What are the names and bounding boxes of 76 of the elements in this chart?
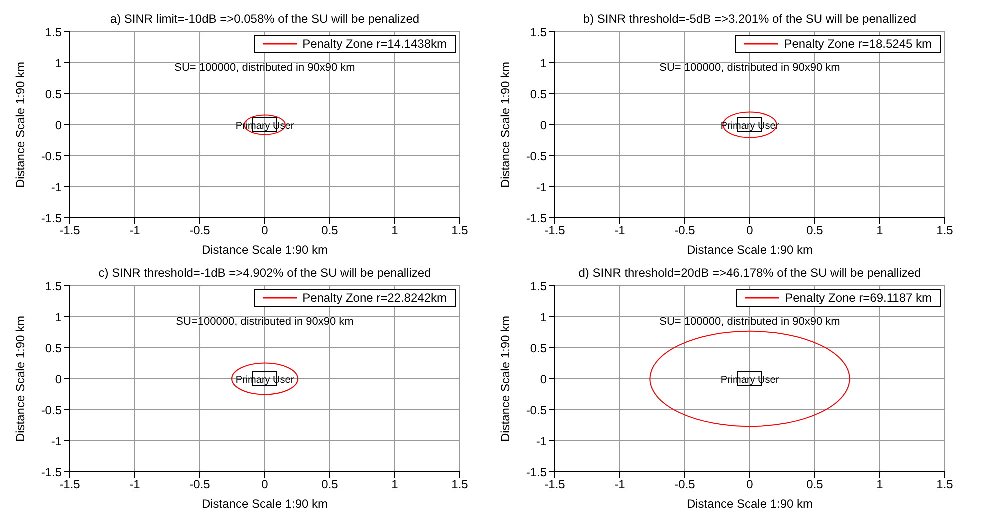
y-tick-label: 0	[55, 372, 62, 386]
annotation: Penalty Zone r=18.5245 km	[784, 37, 932, 51]
annotation: Penalty Zone r=22.8242km	[302, 291, 447, 305]
x-tick-label: 1	[876, 224, 884, 238]
y-tick-label: 0	[55, 118, 62, 132]
y-tick-label: 0.5	[530, 87, 548, 102]
y-tick-label: -1.5	[41, 465, 62, 480]
y-tick-label: 1	[540, 56, 548, 70]
chart-title: a) SINR limit=-10dB =>0.058% of the SU will be penalized	[109, 12, 421, 26]
y-tick-label: 1	[55, 56, 62, 70]
x-tick-label: 0.5	[806, 478, 824, 492]
x-tick-label: 1.5	[936, 478, 954, 492]
annotation: SU= 100000, distributed in 90x90 km	[660, 62, 840, 74]
y-tick-label: 1.5	[530, 25, 548, 40]
chart-title: c) SINR threshold=-1dB =>4.902% of the SU will be penallized	[98, 266, 432, 280]
annotation: SU= 100000, distributed in 90x90 km	[660, 316, 840, 328]
x-axis-title: Distance Scale 1:90 km	[686, 243, 814, 257]
y-tick-label: -0.5	[41, 149, 62, 164]
y-tick-label: -0.5	[526, 403, 548, 418]
y-tick-label: -1	[51, 434, 62, 448]
y-tick-label: 1	[540, 310, 548, 324]
y-tick-label: -1.5	[526, 211, 548, 226]
x-axis-title: Distance Scale 1:90 km	[202, 243, 328, 257]
chart-title: b) SINR threshold=-5dB =>3.201% of the SU will be penallized	[582, 12, 918, 26]
x-tick-label: 1.5	[452, 478, 469, 492]
x-tick-label: 0	[262, 224, 269, 238]
x-axis-title: Distance Scale 1:90 km	[686, 497, 814, 511]
y-axis-title: Distance Scale 1:90 km	[498, 316, 512, 442]
key-box: Penalty Zone r=22.8242km	[254, 289, 456, 307]
key-box: Penalty Zone r=69.1187 km	[736, 289, 941, 307]
y-tick-label: -1.5	[526, 465, 548, 480]
x-tick-label: 1	[392, 478, 399, 492]
x-tick-label: 1.5	[936, 224, 954, 238]
y-tick-label: 0.5	[45, 341, 62, 356]
x-tick-label: 0	[746, 478, 754, 492]
y-tick-label: -1	[51, 180, 62, 194]
y-tick-label: 0	[540, 372, 548, 386]
x-tick-label: 0.5	[322, 478, 339, 492]
x-axis-title: Distance Scale 1:90 km	[202, 497, 328, 511]
y-tick-label: 0	[540, 118, 548, 132]
x-tick-label: 1.5	[452, 224, 469, 238]
y-tick-label: -1	[536, 180, 548, 194]
chart-title: d) SINR threshold=20dB =>46.178% of the SU will be penallized	[578, 266, 922, 280]
annotation: SU=100000, distributed in 90x90 km	[176, 316, 354, 328]
x-tick-label: -0.5	[674, 224, 696, 238]
x-tick-label: -0.5	[190, 224, 211, 238]
annotation: Penalty Zone r=14.1438km	[302, 37, 447, 51]
y-tick-label: -0.5	[526, 149, 548, 164]
x-tick-label: -0.5	[674, 478, 696, 492]
key-box: Penalty Zone r=18.5245 km	[735, 35, 941, 53]
x-tick-label: 1	[392, 224, 399, 238]
x-tick-label: 1	[876, 478, 884, 492]
y-tick-label: 1.5	[530, 279, 548, 294]
y-axis-title: Distance Scale 1:90 km	[498, 62, 512, 188]
x-tick-label: 0.5	[806, 224, 824, 238]
y-tick-label: -0.5	[41, 403, 62, 418]
y-tick-label: 1.5	[45, 279, 62, 294]
y-tick-label: -1	[536, 434, 548, 448]
y-tick-label: 1.5	[45, 25, 62, 40]
y-tick-label: 0.5	[45, 87, 62, 102]
y-tick-label: 0.5	[530, 341, 548, 356]
y-tick-label: 1	[55, 310, 62, 324]
annotation: SU= 100000, distributed in 90x90 km	[174, 62, 356, 74]
x-tick-label: -1	[614, 478, 626, 492]
x-tick-label: 0.5	[322, 224, 339, 238]
x-tick-label: -0.5	[190, 478, 211, 492]
x-tick-label: 0	[746, 224, 754, 238]
y-tick-label: -1.5	[41, 211, 62, 226]
x-tick-label: -1	[130, 224, 141, 238]
y-axis-title: Distance Scale 1:90 km	[13, 62, 28, 188]
x-tick-label: 0	[262, 478, 269, 492]
x-tick-label: -1	[614, 224, 626, 238]
x-tick-label: -1	[130, 478, 141, 492]
key-box: Penalty Zone r=14.1438km	[254, 35, 456, 53]
y-axis-title: Distance Scale 1:90 km	[13, 316, 28, 442]
annotation: Penalty Zone r=69.1187 km	[785, 291, 932, 305]
